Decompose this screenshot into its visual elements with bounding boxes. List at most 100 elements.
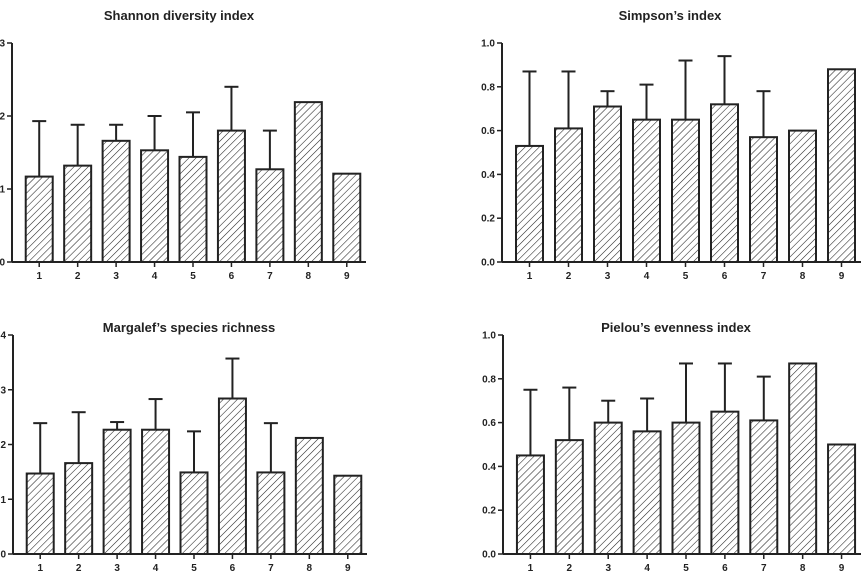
chart-title: Pielou’s evenness index: [601, 320, 752, 335]
x-tick-label: 9: [839, 271, 845, 282]
chart-panel-1: Shannon diversity index 0 1 2 3 1 2 3 4 5 6 7 8 9: [0, 8, 366, 282]
x-tick-label: 2: [567, 563, 573, 574]
bar-2: [63, 164, 93, 263]
x-tick-label: 6: [230, 563, 236, 574]
y-tick-label: 1: [0, 185, 5, 196]
x-tick-label: 1: [37, 563, 43, 574]
x-tick-label: 5: [190, 271, 196, 282]
y-tick-label: 1.0: [481, 39, 495, 50]
bar-8: [788, 129, 817, 263]
x-tick-label: 1: [528, 563, 534, 574]
x-tick-label: 4: [644, 271, 650, 282]
x-tick-label: 9: [839, 563, 845, 574]
y-tick-label: 0: [0, 258, 5, 269]
bar-7: [256, 471, 286, 555]
x-tick-label: 9: [345, 563, 351, 574]
chart-title: Margalef’s species richness: [103, 320, 275, 335]
bar-3: [593, 421, 623, 555]
x-tick-label: 2: [75, 271, 81, 282]
y-tick-label: 0.0: [482, 550, 496, 561]
x-tick-label: 5: [191, 563, 197, 574]
bar-8: [293, 101, 323, 263]
x-tick-label: 4: [153, 563, 159, 574]
x-tick-label: 4: [152, 271, 158, 282]
x-tick-label: 1: [527, 271, 533, 282]
bar-5: [178, 155, 208, 264]
bar-5: [671, 421, 701, 555]
bar-7: [749, 136, 778, 263]
y-tick-label: 3: [0, 385, 6, 396]
chart-title: Shannon diversity index: [104, 8, 255, 23]
bar-2: [554, 127, 583, 263]
x-tick-label: 6: [722, 563, 728, 574]
y-tick-label: 0.0: [481, 258, 495, 269]
x-tick-label: 4: [644, 563, 650, 574]
bar-9: [827, 443, 857, 555]
y-tick-label: 1: [0, 495, 6, 506]
x-tick-label: 5: [683, 563, 689, 574]
y-tick-label: 1.0: [482, 331, 496, 342]
bar-9: [827, 68, 856, 263]
x-tick-label: 8: [800, 271, 806, 282]
y-tick-label: 2: [0, 440, 6, 451]
y-tick-label: 2: [0, 112, 5, 123]
bar-8: [788, 362, 818, 555]
y-tick-label: 0.8: [482, 374, 496, 385]
bar-1: [515, 144, 544, 263]
bar-7: [749, 419, 779, 555]
x-tick-label: 7: [268, 563, 274, 574]
y-tick-label: 0.8: [481, 82, 495, 93]
bar-4: [140, 149, 170, 263]
bar-1: [24, 175, 54, 263]
x-tick-label: 3: [113, 271, 119, 282]
y-tick-label: 0.2: [482, 506, 496, 517]
bar-3: [102, 428, 132, 555]
x-tick-label: 3: [114, 563, 120, 574]
x-tick-label: 3: [605, 271, 611, 282]
chart-panel-2: Simpson’s index 0.0 0.2 0.4 0.6 0.8 1.0 1 2 3 4 5 6 7…: [481, 8, 861, 282]
chart-panel-3: Margalef’s species richness 0 1 2 3 4 1 2 3 4 5 6 7 8…: [0, 320, 367, 574]
x-tick-label: 8: [307, 563, 313, 574]
bar-3: [101, 139, 131, 264]
bar-9: [333, 474, 363, 555]
bar-4: [141, 428, 171, 555]
bar-9: [332, 172, 362, 263]
y-tick-label: 4: [0, 331, 6, 342]
x-tick-label: 5: [683, 271, 689, 282]
x-tick-label: 6: [229, 271, 235, 282]
bar-6: [710, 103, 739, 263]
x-tick-label: 8: [306, 271, 312, 282]
y-tick-label: 0.2: [481, 214, 495, 225]
bar-3: [593, 105, 622, 264]
y-tick-label: 0.4: [481, 170, 495, 181]
bar-2: [64, 462, 94, 555]
bar-7: [255, 168, 285, 263]
bar-8: [294, 436, 324, 555]
y-tick-label: 0.6: [482, 418, 496, 429]
x-tick-label: 7: [761, 271, 767, 282]
x-tick-label: 9: [344, 271, 350, 282]
x-tick-label: 3: [605, 563, 611, 574]
x-tick-label: 1: [36, 271, 42, 282]
bar-5: [671, 118, 700, 264]
bar-5: [179, 471, 209, 555]
y-tick-label: 0.6: [481, 126, 495, 137]
bar-6: [216, 129, 246, 263]
bar-6: [217, 397, 247, 556]
bar-6: [710, 410, 740, 555]
bar-1: [25, 472, 55, 555]
chart-title: Simpson’s index: [619, 8, 723, 23]
y-tick-label: 3: [0, 39, 5, 50]
y-tick-label: 0: [0, 550, 6, 561]
x-tick-label: 8: [800, 563, 806, 574]
y-tick-label: 0.4: [482, 462, 496, 473]
bar-2: [554, 439, 584, 555]
x-tick-label: 2: [76, 563, 82, 574]
x-tick-label: 7: [761, 563, 767, 574]
x-tick-label: 6: [722, 271, 728, 282]
x-tick-label: 7: [267, 271, 273, 282]
x-tick-label: 2: [566, 271, 572, 282]
bar-4: [632, 118, 661, 264]
